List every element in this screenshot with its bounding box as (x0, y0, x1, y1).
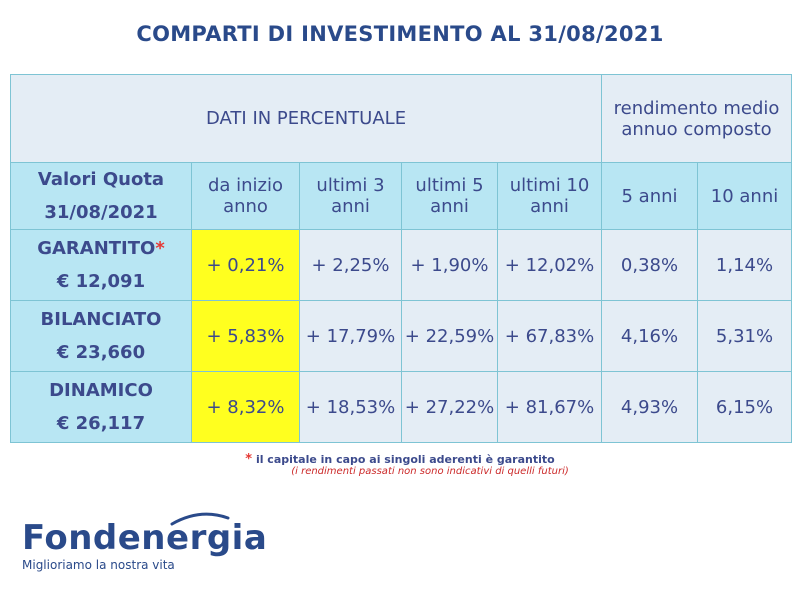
value-ultimi-10: + 81,67% (496, 371, 603, 443)
note-star: * (245, 452, 253, 467)
guarantee-note: * il capitale in capo ai singoli aderent… (0, 452, 800, 467)
disclaimer-note: (i rendimenti passati non sono indicativ… (291, 466, 569, 477)
fondenergia-logo: Fondenergia Miglioriamo la nostra vita (22, 512, 268, 572)
value-ultimi-10: + 67,83% (496, 300, 603, 372)
fund-label: DINAMICO € 26,117 (10, 371, 192, 443)
swoosh-icon (170, 512, 230, 526)
col-10-anni: 10 anni (697, 162, 793, 230)
fund-name: BILANCIATO (40, 309, 162, 330)
value-5-anni: 0,38% (601, 229, 699, 301)
value-ultimi-3: + 18,53% (299, 371, 402, 443)
col-valori-quota: Valori Quota 31/08/2021 (10, 162, 192, 230)
fund-name: GARANTITO (37, 238, 156, 259)
value-10-anni: 1,14% (697, 229, 793, 301)
table-row: GARANTITO* € 12,091 + 0,21% + 2,25% + 1,… (10, 229, 793, 301)
value-10-anni: 6,15% (697, 371, 793, 443)
logo-tagline: Miglioriamo la nostra vita (22, 558, 175, 572)
value-ultimi-5: + 1,90% (401, 229, 498, 301)
fund-label: BILANCIATO € 23,660 (10, 300, 192, 372)
value-ultimi-3: + 17,79% (299, 300, 402, 372)
value-5-anni: 4,93% (601, 371, 699, 443)
value-ultimi-5: + 22,59% (401, 300, 498, 372)
value-ultimi-3: + 2,25% (299, 229, 402, 301)
fund-quota: € 26,117 (56, 413, 146, 434)
fund-quota: € 12,091 (56, 271, 146, 292)
table-row: BILANCIATO € 23,660 + 5,83% + 17,79% + 2… (10, 300, 793, 372)
fund-label: GARANTITO* € 12,091 (10, 229, 192, 301)
logo-name-text: Fondenergia (22, 518, 268, 558)
col-5-anni: 5 anni (601, 162, 699, 230)
fund-name: DINAMICO (49, 380, 153, 401)
guarantee-marker: * (155, 238, 165, 259)
col-inizio-anno: da inizio anno (191, 162, 300, 230)
value-ultimi-5: + 27,22% (401, 371, 498, 443)
value-ultimi-10: + 12,02% (496, 229, 603, 301)
col-ultimi-3: ultimi 3 anni (299, 162, 402, 230)
investment-table: DATI IN PERCENTUALE rendimento medio ann… (9, 74, 793, 443)
value-inizio-anno: + 5,83% (191, 300, 300, 372)
logo-wordmark: Fondenergia (22, 512, 268, 558)
value-10-anni: 5,31% (697, 300, 793, 372)
table-row: DINAMICO € 26,117 + 8,32% + 18,53% + 27,… (10, 371, 793, 443)
header-dati: DATI IN PERCENTUALE (9, 74, 603, 163)
value-inizio-anno: + 0,21% (191, 229, 300, 301)
header-rendimento: rendimento medio annuo composto (601, 74, 793, 163)
col-ultimi-5: ultimi 5 anni (401, 162, 498, 230)
fund-quota: € 23,660 (56, 342, 146, 363)
note-text: il capitale in capo ai singoli aderenti … (255, 453, 555, 466)
value-inizio-anno: + 8,32% (191, 371, 300, 443)
page-title: COMPARTI DI INVESTIMENTO AL 31/08/2021 (136, 22, 664, 46)
value-5-anni: 4,16% (601, 300, 699, 372)
col-ultimi-10: ultimi 10 anni (496, 162, 603, 230)
